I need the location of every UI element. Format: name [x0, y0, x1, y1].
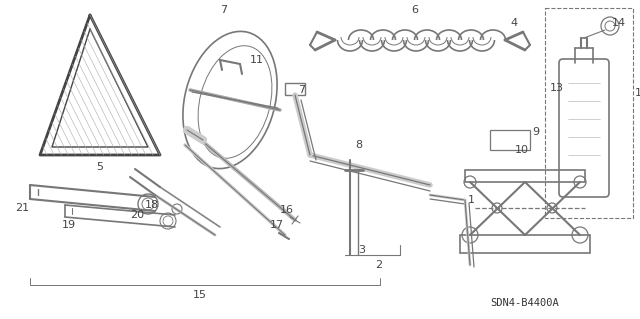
- Text: 5: 5: [97, 162, 104, 172]
- Text: 18: 18: [145, 200, 159, 210]
- Text: 1: 1: [468, 195, 475, 205]
- Text: 6: 6: [412, 5, 419, 15]
- Text: 21: 21: [15, 203, 29, 213]
- Bar: [465, 170, 585, 182]
- Text: 16: 16: [280, 205, 294, 215]
- Text: 11: 11: [250, 55, 264, 65]
- Bar: [490, 130, 530, 150]
- Text: 17: 17: [270, 220, 284, 230]
- Text: 12: 12: [635, 88, 640, 98]
- Text: 7: 7: [220, 5, 227, 15]
- Text: 8: 8: [355, 140, 362, 150]
- Text: 19: 19: [62, 220, 76, 230]
- Bar: [285, 83, 305, 95]
- Bar: [545, 8, 633, 218]
- Text: 9: 9: [532, 127, 539, 137]
- Text: 13: 13: [550, 83, 564, 93]
- Text: 7: 7: [298, 85, 305, 95]
- Text: 4: 4: [510, 18, 517, 28]
- Text: 15: 15: [193, 290, 207, 300]
- Text: 14: 14: [612, 18, 626, 28]
- Text: SDN4-B4400A: SDN4-B4400A: [490, 298, 559, 308]
- Text: 3: 3: [358, 245, 365, 255]
- Bar: [460, 235, 590, 253]
- Text: 20: 20: [130, 210, 144, 220]
- Text: 10: 10: [515, 145, 529, 155]
- Text: 2: 2: [375, 260, 382, 270]
